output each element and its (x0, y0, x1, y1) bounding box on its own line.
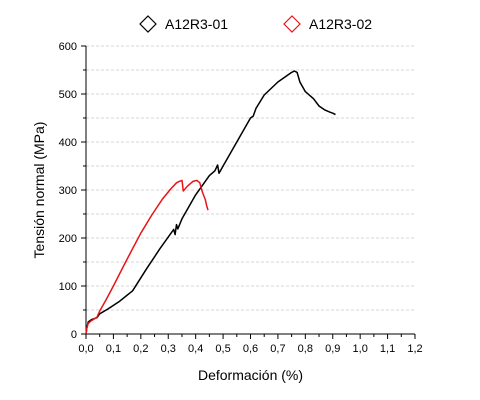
legend-marker-2 (283, 15, 301, 33)
axes (85, 46, 415, 335)
x-axis-title: Deformación (%) (198, 367, 303, 383)
y-tick-label: 0 (71, 329, 77, 341)
series-line-2 (85, 179, 209, 335)
grid-lines (86, 45, 415, 311)
x-tick-label: 0,6 (243, 343, 258, 355)
legend-marker-1 (139, 15, 157, 33)
x-axis-ticks: 0,0 0,1 0,2 0,3 0,4 0,5 0,6 0,7 0,8 0,9 1,0 1,1 1,2 (78, 334, 423, 355)
legend: A12R3-01 A12R3-02 (139, 15, 372, 33)
x-tick-label: 1,1 (380, 343, 395, 355)
x-tick-label: 0,7 (270, 343, 285, 355)
x-tick-label: 0,5 (215, 343, 230, 355)
series-line-1 (85, 70, 336, 335)
y-tick-label: 100 (59, 281, 77, 293)
legend-label-2: A12R3-02 (309, 16, 372, 32)
y-tick-label: 500 (59, 89, 77, 101)
x-tick-label: 1,0 (353, 343, 368, 355)
x-tick-label: 1,2 (407, 343, 422, 355)
x-tick-label: 0,1 (106, 343, 121, 355)
x-tick-label: 0,8 (298, 343, 313, 355)
y-axis-ticks: 0 100 200 300 400 500 600 (59, 41, 86, 341)
x-tick-label: 0,3 (161, 343, 176, 355)
y-axis-title: Tensión normal (MPa) (31, 122, 47, 259)
x-tick-label: 0,0 (78, 343, 93, 355)
y-tick-label: 200 (59, 233, 77, 245)
series-lines (85, 70, 336, 335)
x-tick-label: 0,2 (133, 343, 148, 355)
x-tick-label: 0,9 (325, 343, 340, 355)
x-tick-label: 0,4 (188, 343, 203, 355)
y-tick-label: 600 (59, 41, 77, 53)
y-tick-label: 300 (59, 185, 77, 197)
y-tick-label: 400 (59, 137, 77, 149)
legend-label-1: A12R3-01 (165, 16, 228, 32)
